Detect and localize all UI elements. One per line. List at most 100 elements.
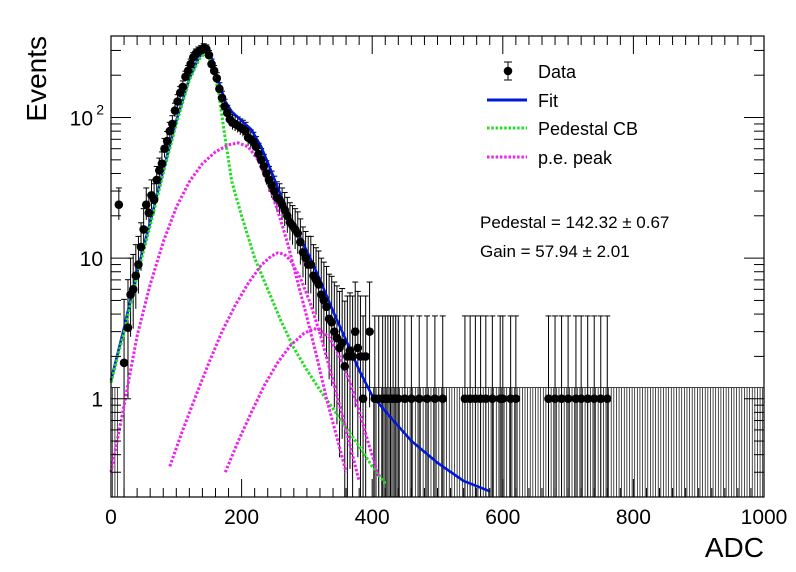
data-marker-40 — [222, 108, 232, 118]
data-marker-117 — [498, 394, 508, 404]
data-marker-88 — [348, 352, 357, 361]
data-marker-68 — [296, 237, 305, 247]
data-point-108 — [431, 315, 438, 497]
curve-p-e-peak-2 — [168, 251, 361, 482]
legend-label: Pedestal CB — [538, 119, 638, 139]
data-marker-7 — [136, 242, 146, 252]
data-marker-72 — [306, 260, 316, 269]
data-marker-119 — [511, 394, 521, 404]
y-tick-label-100: 10 — [70, 108, 93, 131]
legend-marker — [503, 66, 513, 76]
data-point-121 — [552, 315, 559, 497]
data-marker-6 — [134, 260, 143, 269]
data-marker-84 — [337, 338, 347, 348]
data-marker-39 — [220, 102, 229, 111]
data-point-118 — [507, 315, 514, 497]
data-marker-16 — [160, 144, 169, 154]
data-marker-37 — [215, 84, 224, 94]
data-point-106 — [416, 315, 423, 497]
x-tick-label-1000: 1000 — [741, 506, 788, 529]
data-marker-17 — [162, 136, 172, 146]
data-marker-125 — [576, 394, 586, 404]
data-point-124 — [572, 315, 579, 497]
x-tick-label-400: 400 — [355, 506, 390, 529]
data-marker-78 — [322, 302, 331, 312]
data-marker-55 — [262, 169, 271, 178]
curve-p-e-peak-3 — [223, 327, 381, 477]
legend-label: p.e. peak — [538, 148, 613, 168]
x-tick-label-0: 0 — [105, 506, 117, 529]
tail-error-bars — [111, 387, 764, 497]
legend-entry-pedestal-cb: Pedestal CB — [487, 119, 638, 139]
data-marker-127 — [589, 394, 599, 404]
data-marker-123 — [563, 394, 573, 404]
data-marker-53 — [256, 155, 266, 165]
data-marker-26 — [186, 59, 195, 69]
data-point-125 — [578, 315, 585, 497]
data-marker-77 — [319, 296, 329, 305]
data-point-92 — [360, 315, 367, 497]
data-marker-129 — [602, 394, 612, 404]
data-point-123 — [565, 315, 572, 497]
data-marker-4 — [128, 285, 138, 294]
data-marker-121 — [550, 394, 560, 404]
data-marker-12 — [149, 195, 159, 205]
legend-entry-data: Data — [503, 61, 577, 82]
data-marker-126 — [583, 394, 592, 404]
data-marker-54 — [259, 161, 269, 171]
data-marker-5 — [131, 271, 141, 280]
x-axis-title: ADC — [705, 532, 764, 563]
data-marker-85 — [340, 362, 350, 371]
legend: Data Fit Pedestal CB p.e. peak — [487, 61, 638, 168]
data-marker-108 — [430, 394, 440, 404]
data-marker-106 — [414, 394, 424, 404]
data-marker-1 — [119, 358, 129, 368]
data-marker-92 — [358, 394, 368, 404]
data-marker-35 — [209, 66, 219, 76]
data-marker-80 — [327, 317, 337, 327]
data-marker-109 — [438, 394, 448, 404]
data-marker-23 — [178, 82, 188, 92]
data-marker-122 — [557, 394, 566, 404]
data-markers — [114, 43, 612, 404]
data-marker-103 — [394, 394, 403, 404]
data-marker-81 — [330, 327, 339, 336]
y-tick-label-1: 1 — [91, 389, 103, 412]
data-marker-51 — [251, 142, 261, 152]
data-marker-128 — [596, 394, 606, 404]
data-point-90 — [354, 290, 361, 458]
data-marker-120 — [544, 394, 553, 404]
data-point-103 — [395, 315, 402, 497]
data-marker-115 — [488, 394, 497, 404]
y-tick-exponent: 2 — [96, 102, 104, 118]
curve-pedestal-cb — [109, 50, 387, 485]
data-marker-10 — [144, 208, 154, 218]
data-point-82 — [333, 285, 340, 425]
data-marker-47 — [241, 126, 250, 136]
data-marker-105 — [407, 394, 416, 404]
data-marker-75 — [314, 280, 323, 289]
data-marker-13 — [152, 175, 162, 185]
data-marker-9 — [141, 200, 151, 209]
data-marker-94 — [365, 327, 374, 336]
data-marker-93 — [361, 352, 370, 361]
data-marker-89 — [350, 327, 360, 336]
data-point-115 — [489, 315, 496, 497]
data-marker-25 — [183, 66, 193, 76]
data-marker-20 — [170, 106, 180, 115]
data-marker-67 — [293, 229, 303, 238]
data-point-78 — [323, 265, 330, 358]
x-tick-label-600: 600 — [485, 506, 520, 529]
data-marker-36 — [212, 74, 222, 83]
fit-result-1: Gain = 57.94 ± 2.01 — [480, 242, 630, 261]
data-marker-19 — [168, 119, 177, 129]
data-marker-38 — [217, 93, 227, 103]
data-marker-90 — [353, 343, 363, 353]
data-marker-34 — [207, 59, 216, 69]
data-point-127 — [591, 315, 598, 497]
data-marker-15 — [157, 159, 167, 168]
legend-label: Data — [538, 62, 577, 82]
x-tick-label-800: 800 — [616, 506, 651, 529]
